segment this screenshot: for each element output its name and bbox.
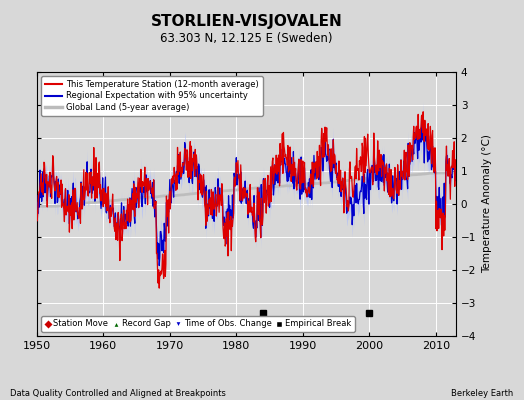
Text: 63.303 N, 12.125 E (Sweden): 63.303 N, 12.125 E (Sweden) (160, 32, 333, 45)
Text: Berkeley Earth: Berkeley Earth (451, 389, 514, 398)
Legend: Station Move, Record Gap, Time of Obs. Change, Empirical Break: Station Move, Record Gap, Time of Obs. C… (41, 316, 355, 332)
Y-axis label: Temperature Anomaly (°C): Temperature Anomaly (°C) (482, 134, 492, 274)
Text: STORLIEN-VISJOVALEN: STORLIEN-VISJOVALEN (150, 14, 342, 29)
Text: Data Quality Controlled and Aligned at Breakpoints: Data Quality Controlled and Aligned at B… (10, 389, 226, 398)
